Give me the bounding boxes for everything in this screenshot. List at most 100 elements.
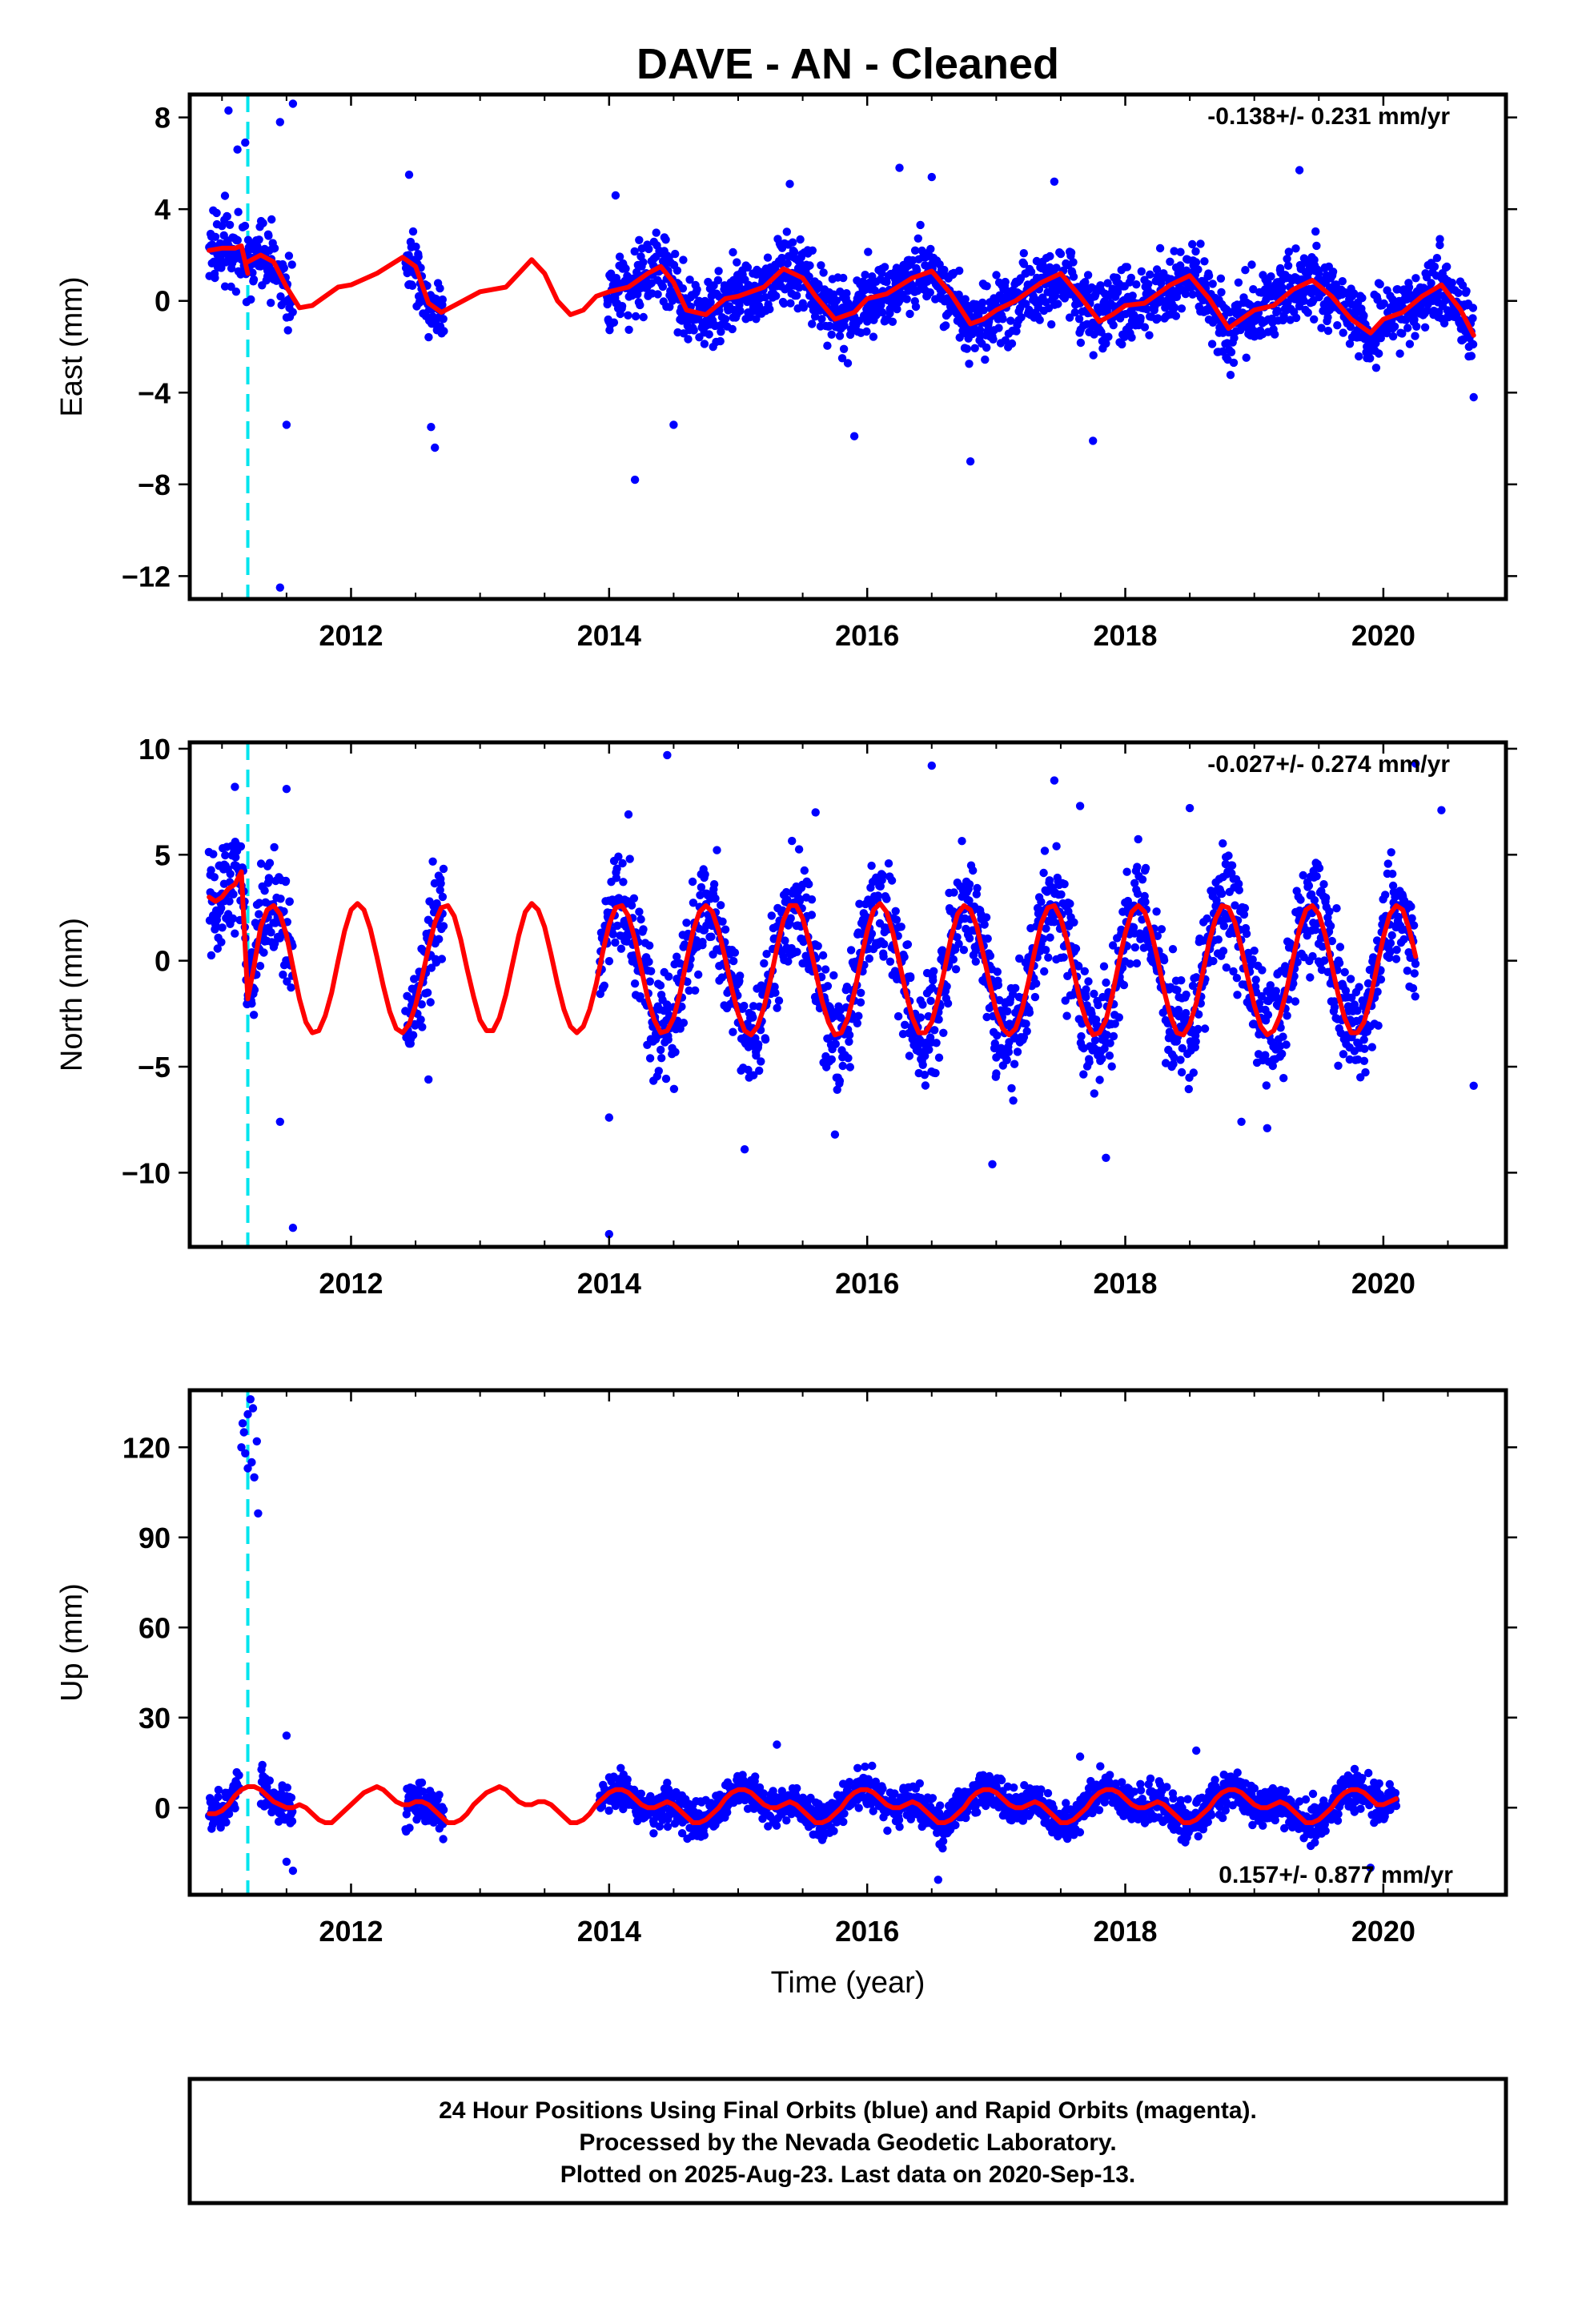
north-data-point	[1132, 959, 1142, 968]
east-data-point	[1066, 248, 1076, 257]
up-data-point	[616, 1763, 625, 1772]
east-points	[205, 99, 1478, 592]
east-data-point	[1001, 336, 1010, 345]
east-data-point	[1019, 259, 1029, 268]
north-data-point	[770, 983, 779, 991]
north-data-point	[1283, 1011, 1291, 1020]
north-data-point	[1050, 918, 1058, 927]
north-data-point	[1452, 0, 1460, 4]
north-data-point	[1427, 0, 1435, 4]
up-data-point	[287, 1793, 296, 1802]
east-data-point	[689, 326, 698, 335]
north-data-point	[1224, 851, 1233, 860]
north-data-point	[1074, 962, 1083, 971]
north-x-tick-label: 2012	[319, 1267, 383, 1300]
north-data-point	[1374, 1021, 1383, 1030]
east-data-point	[1127, 333, 1136, 342]
north-data-point	[1079, 1070, 1088, 1079]
east-data-point	[1291, 244, 1300, 253]
north-data-point	[1293, 958, 1302, 967]
north-data-point	[1062, 1011, 1071, 1020]
east-data-point	[1188, 290, 1197, 299]
north-data-point	[1465, 0, 1473, 4]
east-data-point	[225, 220, 235, 229]
east-data-point	[1109, 320, 1118, 330]
east-data-point	[1103, 279, 1112, 287]
east-data-point	[1371, 364, 1381, 372]
north-data-point	[1388, 881, 1398, 891]
north-data-point	[1437, 0, 1445, 4]
north-data-point	[1470, 0, 1478, 4]
north-data-point	[1436, 0, 1444, 4]
north-data-point	[636, 915, 645, 924]
north-data-point	[1412, 0, 1420, 4]
east-data-point	[1204, 271, 1214, 280]
up-data-point	[793, 1783, 801, 1793]
east-data-point	[264, 231, 273, 240]
east-data-point	[926, 244, 935, 254]
north-data-point	[669, 1084, 679, 1094]
east-data-point	[658, 282, 668, 292]
east-data-point	[1188, 239, 1197, 249]
north-outlier-point	[1411, 759, 1420, 768]
north-data-point	[1410, 969, 1419, 978]
north-data-point	[1308, 951, 1317, 961]
up-data-point	[677, 1829, 687, 1838]
east-outlier-point	[233, 145, 242, 154]
east-data-point	[863, 317, 872, 326]
north-data-point	[1094, 1000, 1102, 1010]
east-data-point	[913, 234, 923, 243]
north-data-point	[213, 944, 222, 953]
north-data-point	[729, 1027, 737, 1036]
north-data-point	[807, 911, 817, 919]
up-data-point	[663, 1779, 672, 1787]
north-data-point	[934, 1015, 943, 1024]
east-data-point	[888, 317, 897, 326]
east-data-point	[961, 295, 970, 304]
east-data-point	[635, 235, 644, 244]
east-data-point	[279, 263, 288, 272]
north-data-point	[604, 957, 614, 966]
north-data-point	[713, 846, 721, 854]
north-data-point	[1042, 924, 1050, 933]
north-data-point	[818, 951, 828, 960]
north-data-point	[255, 962, 265, 971]
up-data-point	[258, 1760, 267, 1770]
north-data-point	[281, 876, 291, 886]
east-data-point	[248, 268, 257, 277]
north-data-point	[1170, 1053, 1178, 1062]
east-data-point	[817, 261, 825, 270]
east-data-point	[1379, 299, 1388, 308]
north-data-point	[435, 935, 444, 943]
east-data-point	[233, 235, 242, 245]
north-data-point	[1415, 0, 1423, 4]
east-data-point	[1229, 358, 1239, 368]
north-data-point	[842, 983, 852, 991]
up-data-point	[755, 1783, 765, 1792]
north-data-point	[1427, 0, 1435, 4]
north-data-point	[1022, 1019, 1030, 1028]
east-data-point	[795, 283, 804, 292]
north-data-point	[1376, 975, 1386, 984]
east-data-point	[839, 344, 849, 353]
north-data-point	[918, 1060, 927, 1070]
east-data-point	[436, 283, 444, 293]
east-x-tick-label: 2020	[1351, 619, 1415, 652]
east-data-point	[799, 303, 808, 312]
north-data-point	[1248, 955, 1257, 964]
east-data-point	[1122, 263, 1132, 271]
east-data-point	[617, 302, 627, 311]
east-data-point	[754, 301, 764, 310]
east-data-point	[910, 246, 920, 255]
north-data-point	[209, 850, 218, 858]
east-data-point	[424, 332, 433, 342]
north-data-point	[1330, 1003, 1339, 1011]
north-data-point	[752, 1051, 761, 1060]
east-data-point	[970, 344, 979, 352]
north-data-point	[1462, 0, 1470, 4]
north-data-point	[1037, 898, 1046, 907]
north-data-point	[229, 890, 238, 899]
north-data-point	[736, 971, 745, 980]
north-data-point	[1262, 1081, 1271, 1090]
east-data-point	[1404, 283, 1414, 292]
